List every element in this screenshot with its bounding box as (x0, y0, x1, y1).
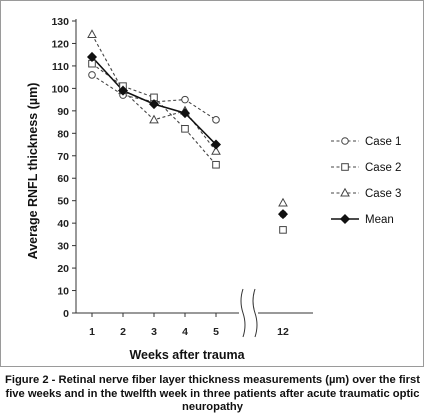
figure-caption: Figure 2 - Retinal nerve fiber layer thi… (5, 374, 420, 413)
y-tick-label: 60 (57, 173, 69, 185)
series-line-case-3 (91, 34, 217, 152)
y-tick-label: 0 (63, 308, 69, 320)
y-tick-label: 80 (57, 128, 69, 140)
series-markers (86, 29, 289, 234)
x-tick-label: 4 (182, 326, 188, 338)
legend-label: Case 1 (365, 136, 401, 148)
point-case-2-week-4 (181, 125, 189, 133)
point-case-3-week-3 (149, 114, 159, 124)
point-case-1-week-4 (181, 95, 189, 104)
y-tick-label: 90 (57, 106, 69, 118)
point-mean-week-4 (179, 108, 191, 119)
legend-marker (341, 137, 349, 145)
y-tick-label: 20 (57, 263, 69, 275)
y-tick-label: 30 (57, 241, 69, 253)
legend-marker (339, 213, 351, 225)
y-tick-label: 130 (51, 16, 69, 28)
y-axis-label: Average RNFL thickness (µm) (26, 83, 40, 260)
legend-label: Case 3 (365, 188, 401, 200)
point-case-2-week-12 (279, 226, 287, 234)
point-mean-week-3 (148, 99, 160, 110)
series-line-case-2 (91, 63, 217, 166)
x-tick-label: 12 (277, 326, 289, 338)
y-tick-label: 10 (57, 286, 69, 298)
axis-break-mark (252, 288, 258, 338)
point-case-1-week-5 (212, 116, 220, 124)
y-tick-label: 70 (57, 151, 69, 163)
point-case-3-week-1 (87, 29, 97, 38)
chart-legend: Case 1 Case 2 Case 3 Mean (331, 136, 401, 226)
figure-frame: 0 10 20 30 40 50 60 70 80 90 100 110 120 130 1 2 3 4 5 12 … (0, 0, 424, 367)
y-tick-labels: 0 10 20 30 40 50 60 70 80 90 100 110 120 130 (51, 16, 69, 320)
point-mean-week-12 (277, 209, 289, 220)
point-mean-week-5 (210, 139, 222, 150)
x-tick-label: 3 (151, 326, 157, 338)
legend-marker (341, 163, 349, 171)
point-case-3-week-5 (211, 146, 221, 155)
y-tick-label: 40 (57, 218, 69, 230)
legend-marker (340, 187, 350, 197)
legend-item-mean: Mean (331, 213, 394, 226)
y-tick-label: 100 (51, 83, 69, 95)
axis-break-mark (240, 288, 246, 338)
y-tick-label: 50 (57, 196, 69, 208)
legend-item-case-1: Case 1 (331, 136, 401, 148)
x-tick-label: 5 (213, 326, 219, 338)
point-mean-week-2 (117, 85, 129, 96)
y-tick-label: 110 (52, 61, 69, 73)
x-axis-label: Weeks after trauma (129, 348, 245, 362)
point-case-2-week-5 (212, 160, 220, 169)
y-tick-label: 120 (51, 38, 69, 50)
legend-item-case-3: Case 3 (331, 187, 401, 200)
point-case-1-week-1 (88, 71, 96, 79)
x-tick-label: 2 (120, 326, 126, 338)
legend-label: Mean (365, 214, 394, 226)
point-case-3-week-12 (278, 197, 288, 207)
chart-axes (72, 19, 313, 338)
x-tick-labels: 1 2 3 4 5 12 (89, 326, 289, 338)
point-mean-week-1 (86, 51, 98, 62)
legend-item-case-2: Case 2 (331, 162, 401, 174)
x-tick-label: 1 (89, 326, 95, 338)
legend-label: Case 2 (365, 162, 401, 174)
